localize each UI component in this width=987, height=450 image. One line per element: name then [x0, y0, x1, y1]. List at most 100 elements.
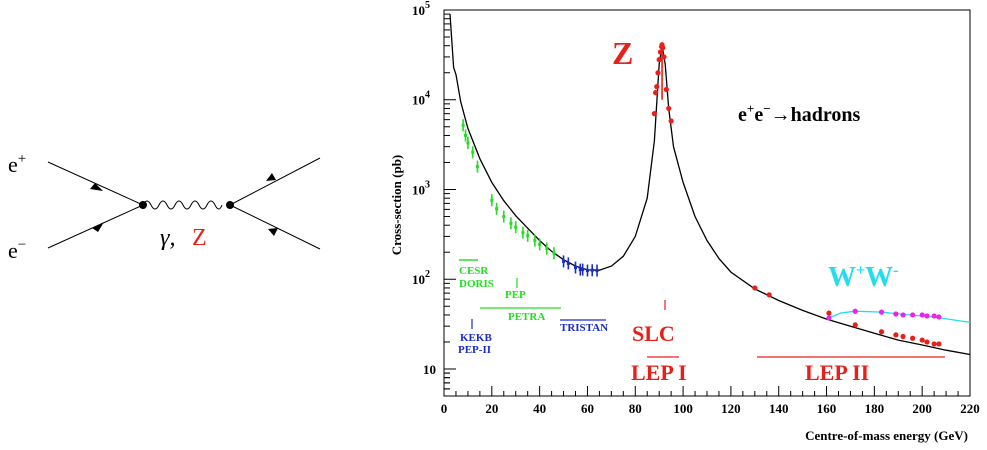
green-point [552, 251, 556, 255]
arrow-out-lower-icon [268, 228, 278, 236]
red-point [656, 57, 662, 63]
green-point [533, 239, 537, 243]
experiment-label: SLC [632, 321, 675, 346]
experiment-label: KEKB [460, 332, 492, 344]
x-tick-label: 60 [581, 401, 594, 416]
green-point [538, 242, 542, 246]
red-point [766, 292, 772, 298]
magenta-point [878, 309, 885, 315]
red-point [852, 322, 858, 328]
magenta-point [910, 312, 916, 318]
red-point [655, 70, 661, 76]
y-tick-label: 10 [423, 362, 436, 377]
green-point [475, 165, 479, 169]
x-tick-label: 100 [673, 401, 693, 416]
data-points [461, 42, 942, 347]
magenta-point [924, 313, 930, 319]
y-tick-label: 102 [412, 269, 430, 287]
red-point [936, 341, 942, 347]
arrow-electron-icon [92, 222, 104, 232]
red-point [826, 310, 832, 316]
outgoing-upper-line [229, 157, 321, 206]
x-tick-label: 200 [912, 401, 932, 416]
y-tick-label: 104 [412, 90, 430, 108]
x-tick-label: 160 [817, 401, 837, 416]
boson-z-label: Z [192, 225, 207, 251]
feynman-diagram: e+ e− γ, Z [8, 151, 321, 263]
x-tick-label: 140 [769, 401, 789, 416]
propagator-wavy-line [142, 200, 223, 210]
outgoing-lower-line [229, 204, 321, 250]
red-point [910, 335, 916, 341]
green-point [495, 207, 499, 211]
curves [449, 14, 971, 356]
experiment-label: DORIS [459, 278, 494, 290]
x-tick-label: 80 [629, 401, 642, 416]
blue-point [566, 261, 570, 265]
blue-point [562, 259, 566, 263]
x-tick-label: 0 [441, 401, 448, 416]
green-point [464, 133, 468, 137]
blue-point [578, 268, 582, 272]
green-point [490, 198, 494, 202]
theory-curve [449, 14, 971, 356]
blue-point [574, 266, 577, 270]
z-peak-label: Z [612, 35, 633, 71]
x-axis-ticks: 0 20 40 60 80 100 120 140 160 180 200 220 [441, 386, 980, 416]
green-point [502, 215, 506, 219]
magenta-point [936, 314, 942, 320]
experiment-label: PETRA [508, 311, 545, 323]
x-tick-label: 220 [960, 401, 980, 416]
x-tick-label: 120 [721, 401, 741, 416]
red-point [931, 341, 937, 347]
green-point [526, 234, 530, 238]
magenta-point [931, 313, 937, 319]
y-axis-ticks: 105 104 103 102 10 [412, 0, 456, 397]
e-plus-label: e+ [8, 151, 26, 177]
experiment-label: PEP [505, 289, 526, 301]
arrow-out-upper-icon [266, 173, 276, 181]
red-point [878, 329, 885, 335]
cross-section-chart: 0 20 40 60 80 100 120 140 160 180 200 220 105 104 103… [389, 0, 980, 443]
green-point [521, 231, 525, 235]
x-tick-label: 20 [485, 401, 498, 416]
magenta-point [826, 315, 832, 321]
green-point [461, 123, 465, 127]
x-axis-label: Centre-of-mass energy (GeV) [805, 428, 968, 443]
green-point [471, 150, 475, 154]
ww-label: W+W- [828, 262, 898, 293]
blue-point [581, 268, 585, 272]
red-point [919, 337, 925, 343]
blue-point [585, 269, 589, 273]
red-point [652, 90, 659, 96]
experiment-label: LEP I [631, 360, 687, 385]
x-tick-label: 180 [865, 401, 885, 416]
y-tick-label: 105 [412, 0, 430, 18]
x-tick-label: 40 [533, 401, 546, 416]
green-point [466, 141, 470, 145]
green-point [514, 225, 518, 229]
vertex-left [139, 201, 147, 209]
ww-curve [828, 310, 971, 324]
red-point [900, 333, 906, 340]
blue-point [595, 269, 599, 273]
blue-point [590, 268, 594, 272]
red-point [893, 332, 899, 338]
e-minus-label: e− [8, 237, 26, 263]
red-point [663, 86, 669, 93]
experiment-label: PEP-II [458, 344, 491, 356]
red-point [651, 111, 658, 117]
arrow-positron-icon [90, 183, 103, 191]
magenta-point [852, 308, 858, 314]
vertex-right [226, 201, 234, 209]
red-point [924, 339, 930, 345]
red-point [666, 105, 672, 112]
y-axis-label: Cross-section (pb) [389, 155, 404, 256]
red-point [752, 285, 758, 291]
green-point [545, 247, 549, 251]
chart-title: e+e−→hadrons [738, 101, 861, 126]
green-point [509, 221, 513, 225]
magenta-point [893, 311, 899, 317]
